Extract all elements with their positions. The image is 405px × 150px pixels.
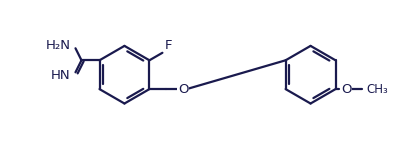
Text: F: F	[165, 39, 172, 52]
Text: O: O	[178, 83, 188, 96]
Text: O: O	[341, 83, 352, 96]
Text: CH₃: CH₃	[367, 83, 388, 96]
Text: HN: HN	[51, 69, 71, 82]
Text: H₂N: H₂N	[46, 39, 71, 52]
